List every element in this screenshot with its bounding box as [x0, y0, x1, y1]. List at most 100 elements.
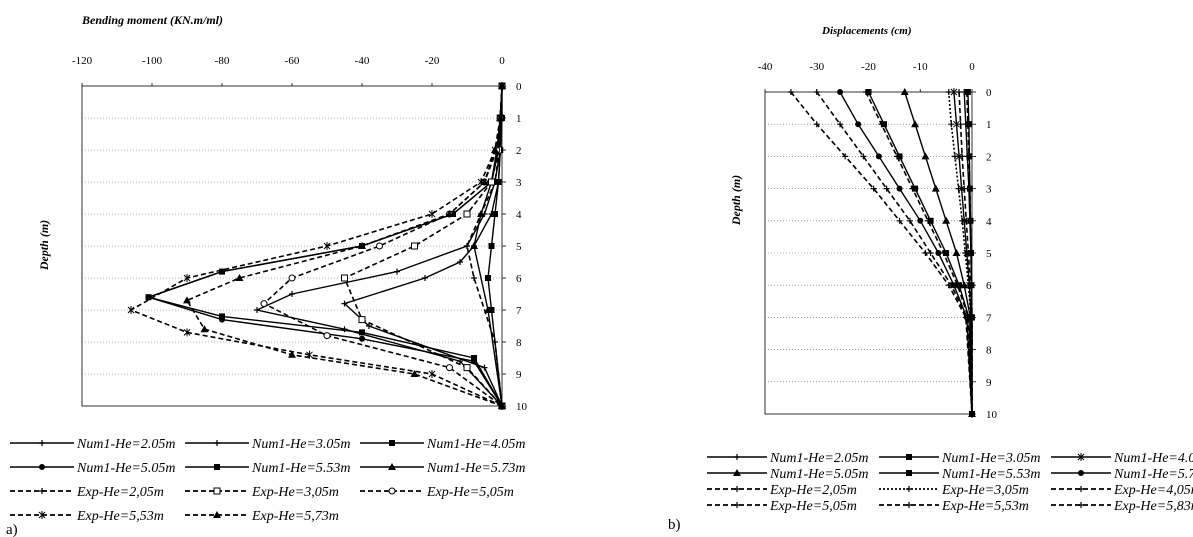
- chart-b-legend-marker: [1078, 502, 1084, 508]
- chart-b-x-tick-label: -20: [861, 61, 876, 73]
- chart-a-data-point: [491, 146, 499, 153]
- chart-panel-a: Bending moment (KN.m/ml) Depth (m) -120-…: [6, 13, 528, 537]
- chart-a-data-point: [496, 114, 505, 121]
- chart-b-data-point: [896, 217, 903, 224]
- chart-b-data-point: [842, 153, 849, 160]
- chart-a-x-tick-label: -100: [142, 55, 163, 67]
- chart-b-data-point: [893, 153, 900, 160]
- chart-b-data-point: [969, 314, 975, 321]
- chart-b-data-point: [957, 121, 964, 128]
- chart-a-data-point: [457, 358, 463, 365]
- chart-a-data-point: [394, 268, 400, 275]
- chart-b-data-point: [870, 185, 877, 192]
- chart-a-y-tick-label: 6: [516, 273, 522, 285]
- chart-a-data-point: [498, 82, 506, 89]
- chart-b-legend-marker: [1078, 486, 1084, 492]
- chart-a-data-point: [288, 274, 296, 282]
- chart-b-data-point: [948, 121, 955, 128]
- chart-a-legend-label: Exp-He=5,73m: [251, 509, 339, 524]
- chart-b-legend-item: Num1-He=5.73m: [1051, 467, 1193, 482]
- chart-b-data-point: [917, 217, 924, 224]
- chart-a-data-point: [410, 370, 419, 377]
- chart-b-legend-item: Exp-He=4,05m: [1051, 483, 1193, 498]
- chart-a-data-point: [495, 179, 502, 185]
- chart-b-y-tick-label: 3: [986, 184, 992, 196]
- chart-b-x-tick-label: -40: [758, 61, 773, 73]
- chart-a-y-tick-label: 4: [516, 209, 522, 221]
- chart-b-data-point: [896, 185, 903, 192]
- chart-b-series-line: [865, 91, 973, 415]
- chart-b-y-tick-label: 5: [986, 248, 992, 260]
- chart-b-legend-marker: [1078, 470, 1084, 476]
- chart-b-legend-label: Exp-He=5,53m: [941, 499, 1029, 514]
- chart-a-data-point: [481, 364, 488, 371]
- chart-a-legend-marker: [213, 511, 221, 518]
- chart-a-legend-item: Num1-He=5.05m: [10, 461, 176, 476]
- chart-a-legend-marker: [38, 511, 46, 519]
- chart-a-data-point: [235, 274, 244, 281]
- chart-a-data-point: [341, 274, 348, 282]
- chart-a-data-point: [200, 325, 209, 333]
- chart-a-data-point: [323, 332, 331, 340]
- chart-b-data-point: [855, 121, 862, 128]
- chart-b-data-point: [969, 411, 975, 417]
- chart-b-plot: -40 -30 -20 -10 0 0 1 2 3 4 5 6 7 8 9 10: [758, 61, 998, 421]
- chart-a-data-point: [288, 350, 296, 358]
- chart-b-data-point: [813, 121, 820, 128]
- chart-a-data-point: [254, 307, 260, 313]
- chart-a-data-point: [289, 291, 295, 297]
- chart-b-legend-label: Exp-He=2,05m: [769, 483, 857, 498]
- chart-a-data-point: [428, 370, 436, 378]
- chart-b-data-point: [925, 217, 932, 224]
- chart-b-data-point: [837, 89, 844, 95]
- chart-a-data-point: [478, 211, 484, 217]
- chart-b-data-point: [911, 120, 920, 128]
- chart-b-y-tick-label: 9: [986, 377, 992, 389]
- chart-b-data-point: [813, 89, 820, 95]
- chart-b-data-point: [950, 88, 958, 96]
- chart-a-data-point: [485, 275, 491, 281]
- chart-a-data-point: [219, 316, 225, 323]
- chart-b-legend-item: Exp-He=2,05m: [707, 483, 857, 498]
- chart-b-y-tick-label: 8: [986, 345, 992, 357]
- chart-a-legend-marker: [39, 488, 45, 494]
- chart-a-data-point: [219, 268, 225, 275]
- chart-b-data-point: [951, 153, 958, 160]
- chart-a-x-tick-label: -120: [72, 55, 93, 67]
- chart-a-data-point: [341, 300, 348, 307]
- chart-b-data-point: [959, 153, 966, 160]
- chart-a-legend-item: Num1-He=5.73m: [360, 461, 526, 476]
- chart-a-ylabel: Depth (m): [37, 220, 51, 271]
- chart-b-legend-marker: [734, 486, 740, 492]
- chart-a-legend-marker: [214, 440, 220, 446]
- panel-label-b: b): [668, 517, 681, 533]
- chart-b-data-point: [900, 88, 909, 95]
- chart-b-series: [813, 89, 975, 417]
- chart-b-data-point: [966, 185, 973, 192]
- chart-b-legend-marker: [906, 486, 912, 492]
- chart-b-data-point: [931, 184, 940, 192]
- chart-b-legend-item: Num1-He=5.53m: [879, 467, 1041, 482]
- chart-a-legend-label: Num1-He=3.05m: [251, 437, 351, 452]
- chart-b-legend-item: Num1-He=3.05m: [879, 451, 1041, 466]
- chart-b-data-point: [963, 89, 970, 95]
- chart-b-legend-label: Exp-He=3,05m: [941, 483, 1029, 498]
- chart-a-legend-item: Exp-He=3,05m: [185, 485, 339, 500]
- chart-a-data-point: [492, 211, 498, 217]
- chart-b-legend-marker: [906, 454, 912, 460]
- chart-b-legend-label: Num1-He=4.05m: [1113, 451, 1193, 466]
- chart-b-data-point: [940, 250, 947, 256]
- chart-a-data-point: [428, 210, 436, 218]
- chart-b-legend-item: Exp-He=5,83m: [1051, 499, 1193, 514]
- chart-b-y-tick-label: 0: [986, 87, 992, 99]
- chart-a-legend-item: Num1-He=3.05m: [185, 437, 351, 452]
- chart-b-data-point: [875, 153, 882, 160]
- chart-a-legend-label: Num1-He=5.73m: [426, 461, 526, 476]
- chart-a-legend-label: Exp-He=5,53m: [76, 509, 164, 524]
- chart-a-data-point: [219, 313, 225, 320]
- chart-a-data-point: [488, 178, 495, 186]
- chart-a-legend-marker: [389, 440, 395, 446]
- chart-b-data-point: [787, 89, 794, 95]
- chart-a-legend-label: Num1-He=2.05m: [76, 437, 176, 452]
